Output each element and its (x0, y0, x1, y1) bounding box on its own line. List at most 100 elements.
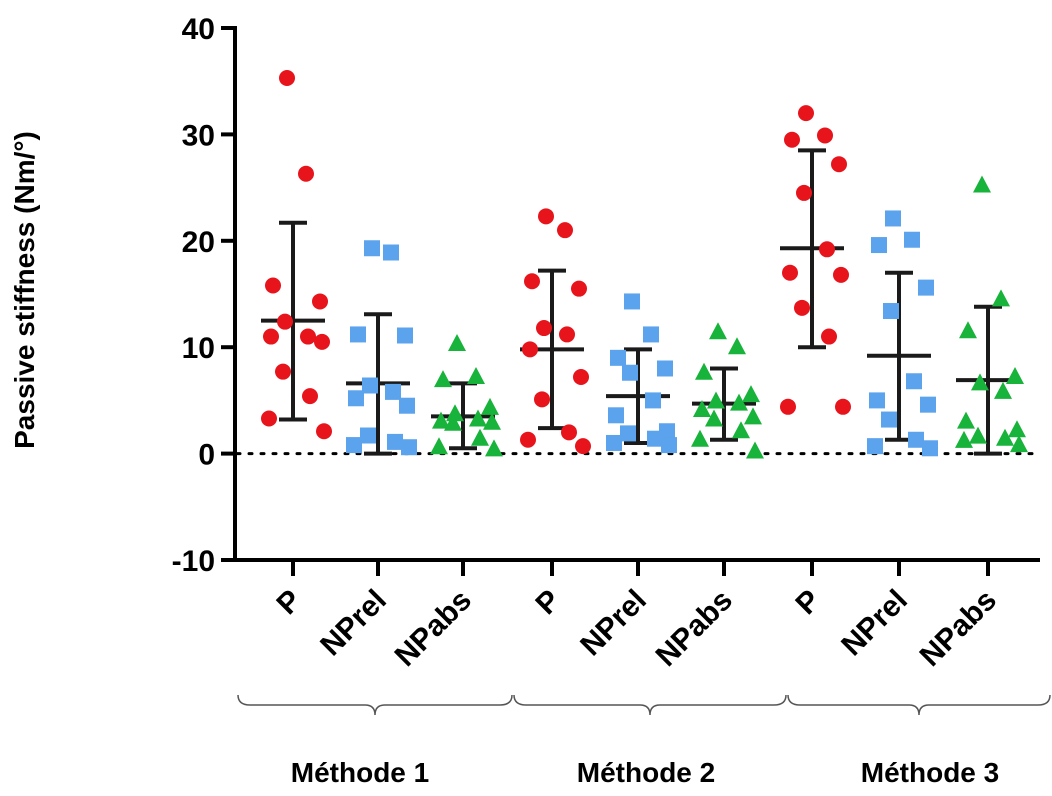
data-point (302, 388, 318, 405)
y-axis-title: Passive stiffness (Nm/°) (9, 131, 40, 449)
data-point (364, 240, 380, 257)
data-point (467, 366, 485, 384)
data-point (957, 411, 975, 429)
data-point (647, 430, 663, 447)
data-point (275, 363, 291, 380)
data-point (557, 222, 573, 239)
data-point (782, 264, 798, 281)
x-tick-label: NPrel (314, 584, 393, 663)
data-point (446, 404, 464, 422)
data-point (620, 425, 636, 442)
data-point (695, 362, 713, 380)
data-point (481, 397, 499, 415)
group-label: Méthode 1 (291, 757, 429, 788)
data-point (261, 410, 277, 427)
x-tick-label: NPabs (389, 584, 478, 673)
data-point (401, 439, 417, 456)
y-tick-label: 10 (182, 332, 215, 365)
data-point (883, 303, 899, 320)
data-point (520, 431, 536, 448)
data-point (885, 210, 901, 227)
x-tick-label: NPabs (914, 584, 1003, 673)
data-point (399, 397, 415, 414)
data-point (522, 341, 538, 358)
data-point (538, 208, 554, 225)
data-point (312, 293, 328, 310)
data-point (904, 231, 920, 248)
data-point (796, 184, 812, 201)
data-point (918, 279, 934, 296)
data-point (624, 293, 640, 310)
data-point (994, 381, 1012, 399)
data-point (298, 165, 314, 182)
data-point (881, 411, 897, 428)
data-point (693, 399, 711, 417)
x-tick-label: NPrel (835, 584, 914, 663)
data-point (346, 437, 362, 454)
data-point (434, 370, 452, 388)
y-tick-label: 0 (198, 439, 215, 472)
group-brace (513, 694, 787, 716)
y-tick-label: 40 (182, 13, 215, 46)
data-point (908, 431, 924, 448)
data-point (279, 70, 295, 87)
data-point (387, 433, 403, 450)
data-point (906, 373, 922, 390)
data-point (996, 428, 1014, 446)
data-point (575, 438, 591, 455)
data-point (1008, 420, 1026, 438)
data-point (819, 241, 835, 258)
data-point (448, 334, 466, 352)
data-point (922, 440, 938, 457)
x-tick-label: NPabs (650, 584, 739, 673)
data-point (432, 411, 450, 429)
group-label: Méthode 2 (577, 757, 715, 788)
data-point (469, 409, 487, 427)
group-brace (237, 694, 513, 716)
data-point (742, 385, 760, 403)
data-point (744, 407, 762, 425)
x-tick-label: P (270, 584, 307, 621)
data-point (524, 273, 540, 290)
data-point (794, 299, 810, 316)
data-point (300, 328, 316, 345)
data-point (362, 377, 378, 394)
data-point (483, 412, 501, 430)
data-point (485, 439, 503, 457)
data-point (471, 428, 489, 446)
data-point (643, 326, 659, 343)
data-point (561, 424, 577, 441)
data-point (571, 280, 587, 297)
data-point (780, 398, 796, 415)
x-tick-label: P (789, 584, 826, 621)
data-point (746, 441, 764, 459)
data-point (534, 391, 550, 408)
data-point (821, 328, 837, 345)
data-point (536, 320, 552, 337)
data-point (784, 131, 800, 148)
data-point (610, 349, 626, 366)
data-point (833, 266, 849, 283)
data-point (314, 333, 330, 350)
data-point (645, 392, 661, 409)
data-point (657, 360, 673, 377)
data-point (383, 244, 399, 261)
data-point (831, 156, 847, 173)
data-point (1010, 435, 1028, 453)
data-point (969, 426, 987, 444)
data-point (920, 396, 936, 413)
data-point (606, 434, 622, 451)
data-point (265, 277, 281, 294)
y-tick-label: 20 (182, 226, 215, 259)
data-point (622, 364, 638, 381)
data-point (277, 313, 293, 330)
data-point (661, 437, 677, 454)
data-point (263, 328, 279, 345)
data-point (867, 438, 883, 455)
data-point (559, 326, 575, 343)
data-point (871, 237, 887, 254)
data-point (573, 368, 589, 385)
data-point (730, 393, 748, 411)
data-point (430, 437, 448, 455)
